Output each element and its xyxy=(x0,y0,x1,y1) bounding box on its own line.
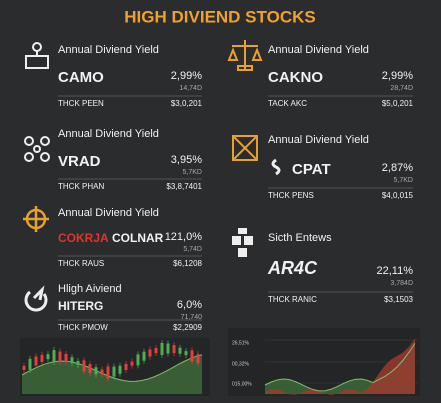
area xyxy=(265,338,415,395)
row-label: THCK PHAN xyxy=(58,182,104,191)
candle xyxy=(64,353,68,362)
axis-label: 015,00% xyxy=(232,381,252,387)
yield: 6,0% xyxy=(177,299,202,311)
yield-sub: 14,74D xyxy=(179,85,202,92)
ticker: CPAT xyxy=(292,161,331,178)
icon xyxy=(271,158,281,176)
ticker: HITERG xyxy=(58,299,103,313)
card-heading: Sicth Entews xyxy=(268,232,332,244)
ticker: CAMO xyxy=(58,69,104,86)
card-heading: Annual Diviend Yield xyxy=(268,134,369,146)
page-title: HIGH DIVIEND STOCKS xyxy=(124,7,315,26)
row-label: THCK PENS xyxy=(268,191,314,200)
candle xyxy=(196,354,200,364)
candle xyxy=(160,342,164,355)
candle xyxy=(148,349,152,357)
yield-sub: 28,74D xyxy=(390,85,413,92)
price: $5,0,201 xyxy=(382,99,414,108)
yield-sub: 3,784D xyxy=(390,280,413,287)
yield-sub: 71,740 xyxy=(181,314,203,321)
candle xyxy=(58,351,62,362)
yield: 22,11% xyxy=(377,265,414,277)
icon xyxy=(232,135,258,161)
price: $2,2909 xyxy=(173,323,202,332)
axis-label: 00,32% xyxy=(232,361,250,367)
yield: 2,99% xyxy=(171,70,202,82)
candle xyxy=(118,365,122,374)
candle xyxy=(106,366,110,379)
candle xyxy=(82,360,86,372)
icon xyxy=(24,136,50,162)
candle xyxy=(28,358,32,370)
price: $3,1503 xyxy=(384,295,413,304)
card-heading: Annual Diviend Yield xyxy=(58,44,159,56)
yield: 121,0% xyxy=(165,231,203,243)
card-heading: Annual Diviend Yield xyxy=(268,44,369,56)
icon xyxy=(24,285,48,312)
axis-label: 26,51% xyxy=(232,340,250,346)
row-label: THCK RANIC xyxy=(268,295,317,304)
line xyxy=(264,343,416,392)
row-label: THCK PMOW xyxy=(58,323,108,332)
icon xyxy=(23,206,49,232)
yield-sub: 5,74D xyxy=(183,246,202,253)
price: $3,8,7401 xyxy=(166,182,202,191)
row-label: THCK PEEN xyxy=(58,99,104,108)
row-label: THCK RAUS xyxy=(58,259,104,268)
price: $4,0,015 xyxy=(382,191,414,200)
line xyxy=(21,354,203,382)
ticker: CAKNO xyxy=(268,69,323,86)
yield-sub: 5,7KD xyxy=(183,169,202,176)
candle xyxy=(22,366,26,370)
price: $6,1208 xyxy=(173,259,202,268)
candle xyxy=(88,364,92,374)
candle xyxy=(40,354,44,362)
candle xyxy=(46,354,50,360)
candle xyxy=(166,343,170,354)
candle xyxy=(34,356,38,366)
candle xyxy=(52,350,56,363)
yield-sub: 5,7KD xyxy=(394,177,413,184)
ticker: VRAD xyxy=(58,153,101,170)
icon xyxy=(227,40,263,71)
candle xyxy=(94,367,98,375)
candle xyxy=(124,363,128,370)
card-heading: Annual Diviend Yield xyxy=(58,128,159,140)
candle xyxy=(112,366,116,377)
icon xyxy=(232,228,253,257)
card-heading: Annual Diviend Yield xyxy=(58,207,159,219)
area xyxy=(22,354,202,394)
card-heading: Hligh Aiviend xyxy=(58,283,122,295)
candle xyxy=(190,350,194,362)
candle xyxy=(76,360,80,365)
yield: 2,87% xyxy=(382,162,413,174)
ticker: COLNAR xyxy=(112,231,164,245)
ticker: AR4C xyxy=(267,258,318,278)
row-label: TACK AKC xyxy=(268,99,307,108)
candle xyxy=(154,348,158,354)
candle xyxy=(172,345,176,354)
candle xyxy=(130,361,134,366)
candle xyxy=(70,357,74,364)
candle xyxy=(100,369,104,375)
yield: 2,99% xyxy=(382,70,413,82)
brand-name: COKRJA xyxy=(58,231,109,245)
icon xyxy=(25,42,49,69)
price: $3,0,201 xyxy=(171,99,203,108)
yield: 3,95% xyxy=(171,154,202,166)
candle xyxy=(184,351,188,356)
candle xyxy=(136,354,140,366)
candle xyxy=(142,351,146,361)
candle xyxy=(178,347,182,354)
